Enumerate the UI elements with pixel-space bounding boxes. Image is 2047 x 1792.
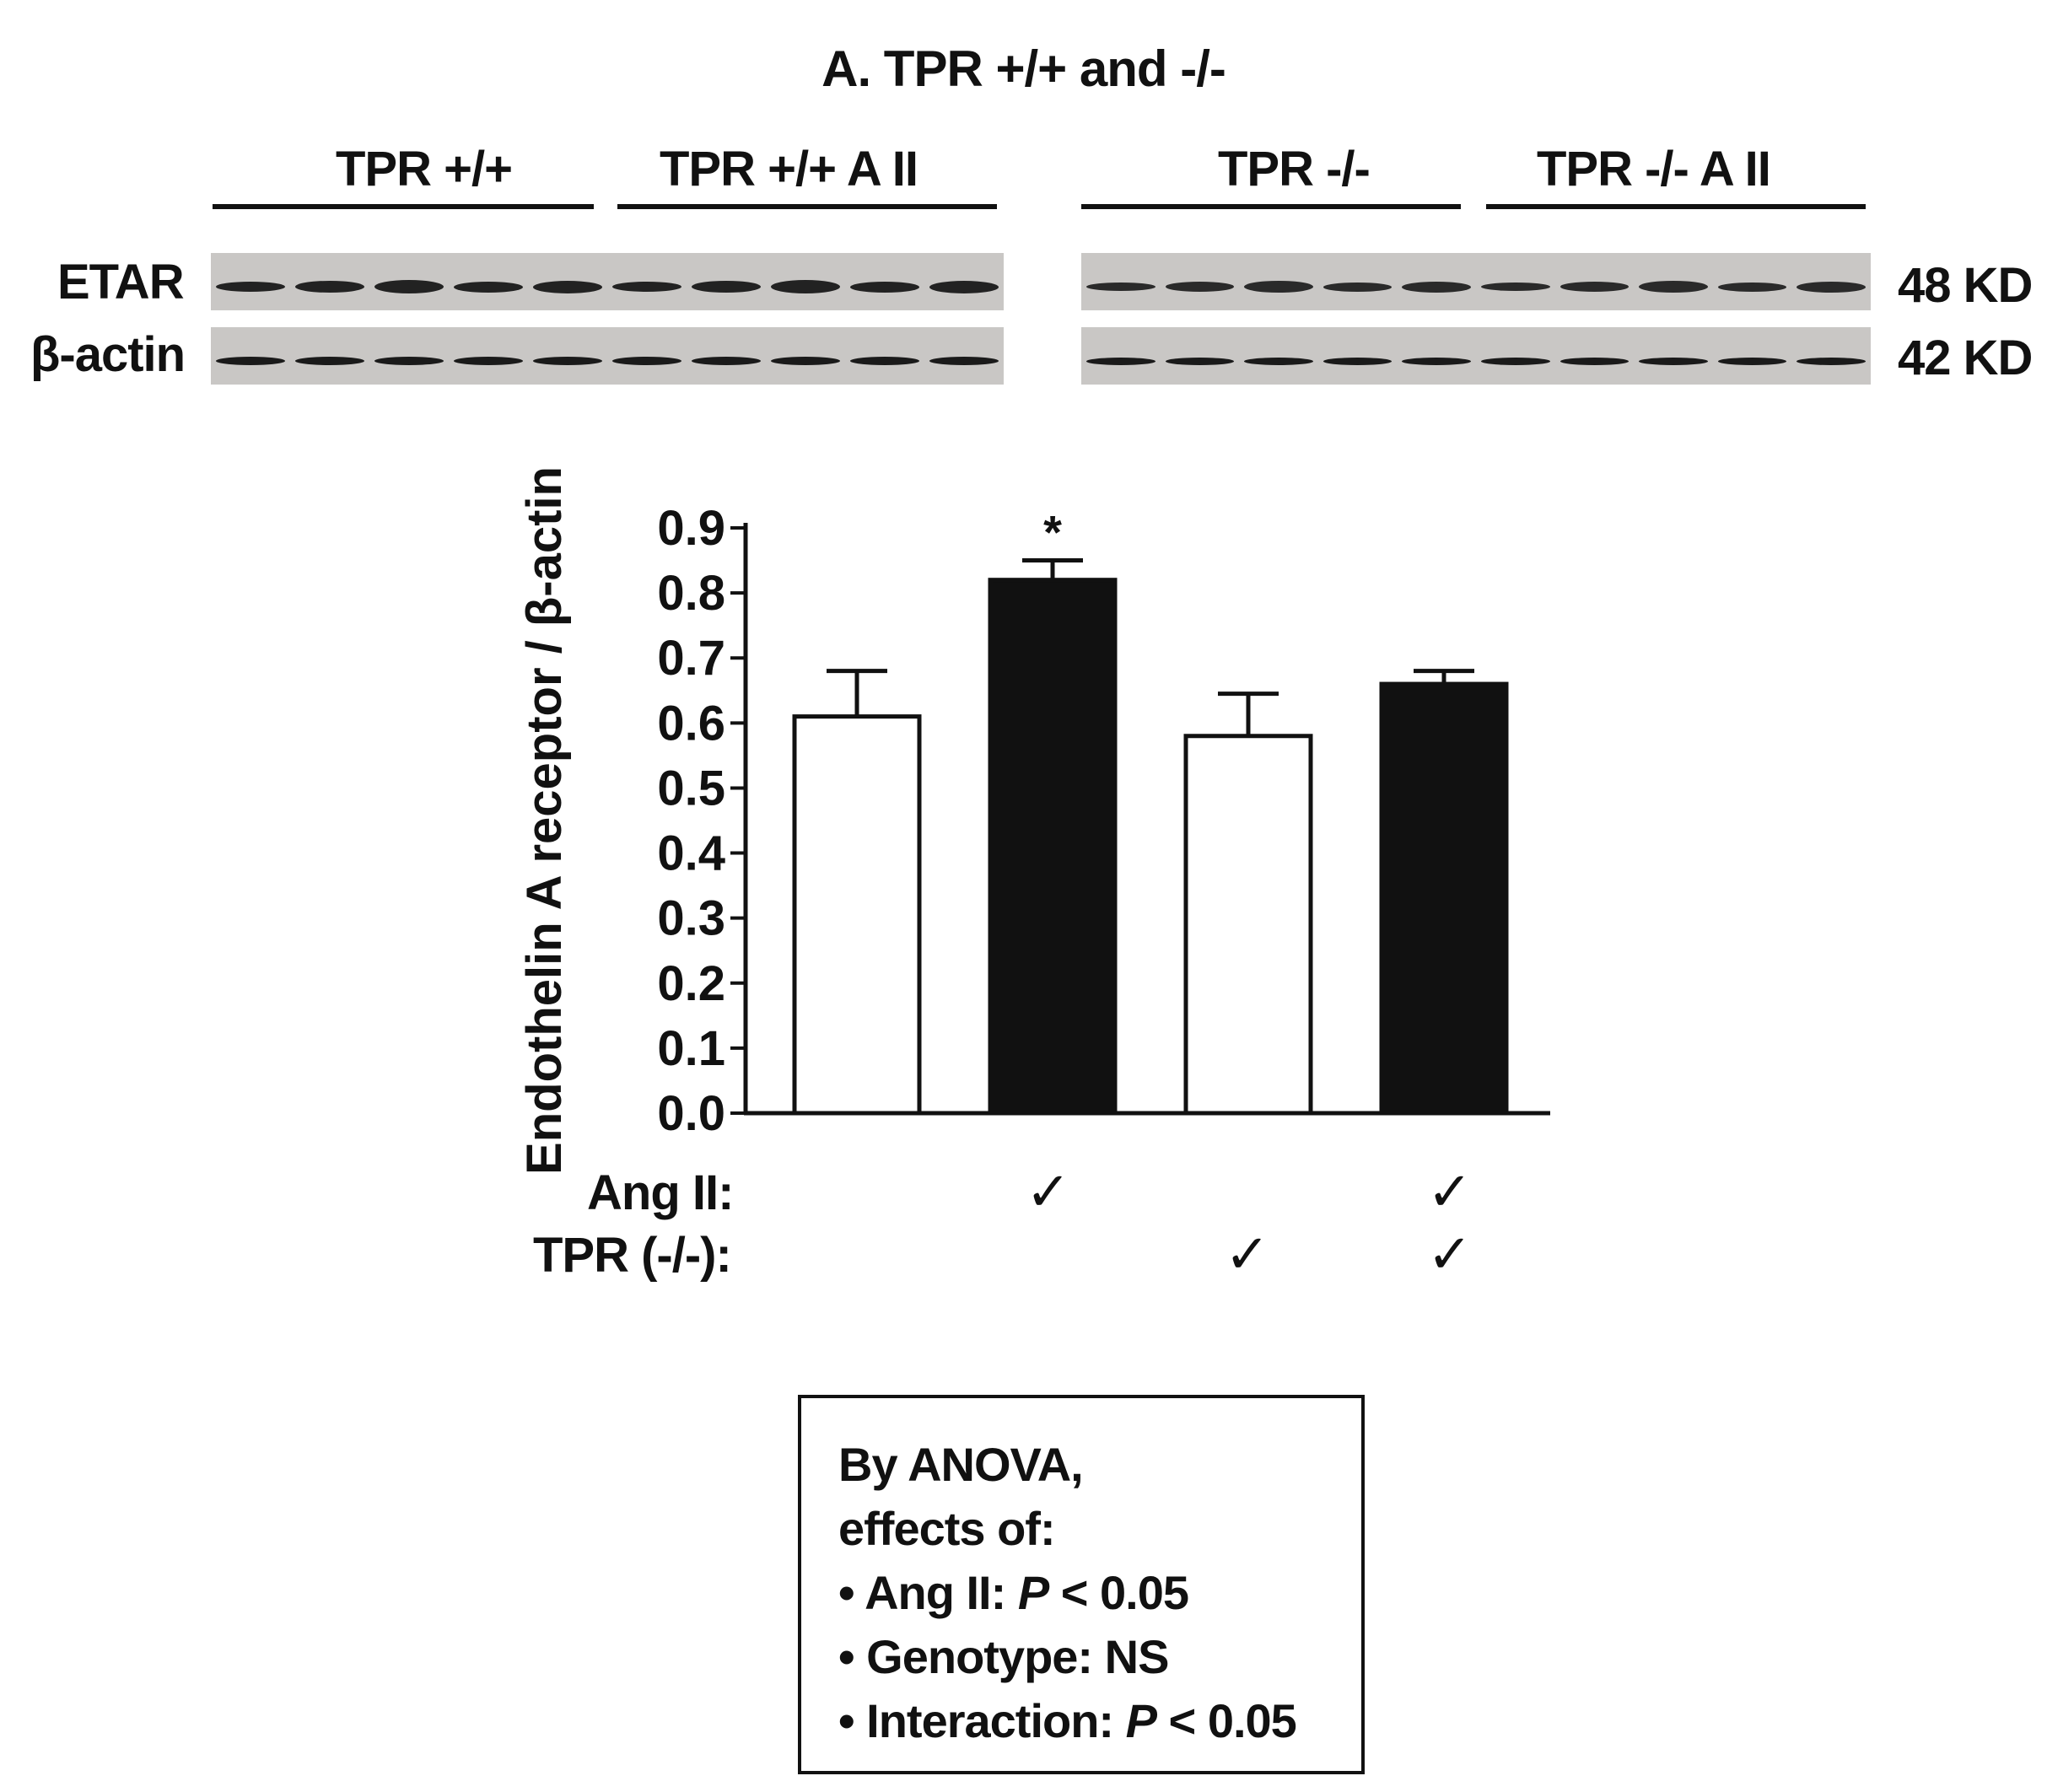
- blot-band: [1481, 283, 1550, 291]
- blot-band: [1165, 357, 1235, 365]
- blot-band: [1244, 281, 1313, 293]
- y-tick-label: 0.2: [657, 956, 725, 1011]
- blot-band: [929, 357, 999, 365]
- blot-band: [1402, 281, 1471, 293]
- blot-row-label-beta-actin: β-actin: [30, 327, 186, 382]
- anova-line-interaction: • Interaction: P < 0.05: [838, 1693, 1297, 1748]
- y-axis-label: Endothelin A receptor / β-actin: [517, 466, 572, 1175]
- y-tick-label: 0.8: [657, 566, 725, 621]
- bar: [1379, 681, 1509, 1116]
- blot-band: [454, 281, 523, 293]
- check-icon-tpr-ko: ✓: [1225, 1224, 1270, 1286]
- anova-line-angii: • Ang II: P < 0.05: [838, 1565, 1189, 1620]
- anova-line-2: effects of:: [838, 1502, 1056, 1555]
- bar: [988, 578, 1118, 1116]
- blot-band: [1244, 357, 1313, 365]
- anova-interaction-p: P: [1125, 1694, 1157, 1747]
- y-tick-label: 0.1: [657, 1021, 725, 1076]
- anova-line-genotype: • Genotype: NS: [838, 1630, 1169, 1683]
- blot-band: [1322, 282, 1392, 292]
- blot-band: [850, 357, 919, 365]
- y-tick-label: 0.4: [657, 826, 725, 881]
- blot-band: [295, 281, 364, 293]
- anova-angii-prefix: • Ang II:: [838, 1566, 1018, 1619]
- blot-band: [1559, 357, 1630, 365]
- blot-band: [374, 280, 444, 293]
- y-tick-label: 0.5: [657, 761, 725, 815]
- blot-band: [1797, 281, 1866, 293]
- blot-band: [771, 280, 840, 293]
- blot-band: [374, 357, 444, 365]
- blot-band: [1559, 282, 1630, 292]
- blot-band: [1797, 357, 1866, 365]
- group-underline-tpr-wt: [213, 204, 594, 209]
- group-underline-tpr-wt-aii: [617, 204, 997, 209]
- bar: [1183, 734, 1313, 1116]
- blot-band: [612, 282, 681, 292]
- check-icon-angii-ko-aii: ✓: [1427, 1161, 1473, 1224]
- anova-box: By ANOVA, effects of: • Ang II: P < 0.05…: [798, 1395, 1365, 1774]
- bar-chart: 0.0 0.1 0.2 0.3 0.4 0.5 0.6 0.7 0.8 0.9 Endothelin…: [517, 466, 1550, 1175]
- significance-marker: *: [1043, 506, 1062, 559]
- anova-line-1: By ANOVA,: [838, 1438, 1084, 1491]
- anova-angii-value: < 0.05: [1048, 1566, 1189, 1619]
- blot-band: [216, 282, 285, 292]
- blot-actin-left: [211, 327, 1004, 385]
- blot-band: [1639, 281, 1708, 293]
- check-icon-angii-aii: ✓: [1026, 1161, 1071, 1224]
- blot-band: [692, 281, 761, 293]
- anova-angii-p: P: [1017, 1566, 1049, 1619]
- blot-band: [1481, 357, 1550, 365]
- group-label-tpr-ko-aii: TPR -/- A II: [1537, 142, 1771, 196]
- blot-band: [1086, 283, 1155, 291]
- group-underline-tpr-ko-aii: [1486, 204, 1866, 209]
- blot-actin-right: [1081, 327, 1871, 385]
- blot-kd-label-beta-actin: 42 KD: [1898, 331, 2033, 385]
- blot-band: [771, 357, 840, 365]
- blot-band: [454, 357, 523, 365]
- condition-label-tpr-ko: TPR (-/-):: [533, 1228, 732, 1283]
- y-tick-label: 0.3: [657, 891, 725, 946]
- y-tick-label: 0.6: [657, 696, 725, 751]
- blot-row-label-etar: ETAR: [57, 255, 185, 309]
- group-label-tpr-wt: TPR +/+: [336, 142, 513, 196]
- anova-interaction-value: < 0.05: [1156, 1694, 1297, 1747]
- blot-band: [1322, 357, 1392, 365]
- anova-interaction-prefix: • Interaction:: [838, 1694, 1126, 1747]
- group-label-tpr-ko: TPR -/-: [1218, 142, 1371, 196]
- blot-kd-label-etar: 48 KD: [1898, 258, 2033, 313]
- blot-etar-left: [211, 253, 1004, 310]
- blot-band: [295, 357, 364, 365]
- blot-band: [533, 280, 602, 293]
- blot-band: [533, 357, 602, 365]
- blot-band: [1402, 357, 1471, 365]
- blot-band: [1165, 282, 1235, 292]
- blot-band: [612, 357, 681, 365]
- blot-etar-right: [1081, 253, 1871, 310]
- blot-band: [1717, 282, 1787, 292]
- y-tick-label: 0.7: [657, 631, 725, 686]
- blot-band: [1639, 357, 1708, 365]
- check-icon-tpr-ko-aii: ✓: [1427, 1224, 1473, 1286]
- y-tick-label: 0.0: [657, 1086, 725, 1141]
- condition-label-angii: Ang II:: [587, 1165, 734, 1220]
- blot-band: [1086, 357, 1155, 365]
- figure-title: A. TPR +/+ and -/-: [821, 40, 1226, 97]
- group-label-tpr-wt-aii: TPR +/+ A II: [660, 142, 918, 196]
- group-underline-tpr-ko: [1081, 204, 1461, 209]
- blot-band: [692, 357, 761, 365]
- blot-band: [216, 357, 285, 365]
- bar: [792, 714, 922, 1116]
- y-tick-label: 0.9: [657, 501, 725, 556]
- blot-band: [929, 280, 999, 293]
- blot-band: [1717, 357, 1787, 365]
- blot-band: [850, 281, 919, 293]
